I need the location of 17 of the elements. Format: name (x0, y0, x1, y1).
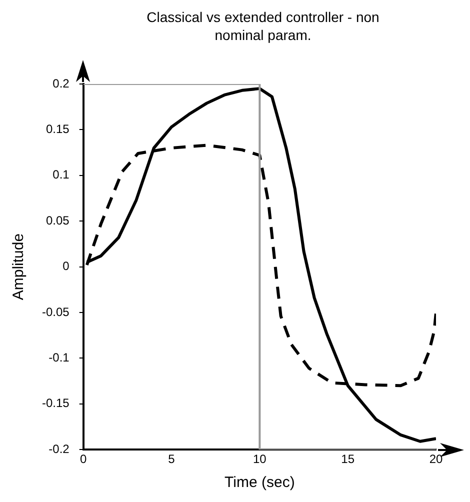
y-tick-label: 0.2 (52, 76, 70, 90)
y-tick-label: 0 (62, 259, 70, 274)
x-tick-label: 15 (341, 452, 355, 466)
x-tick-label: 20 (429, 452, 443, 466)
x-tick-label: 10 (252, 452, 267, 466)
x-tick-label: 0 (80, 452, 88, 466)
y-tick-label: 0.15 (46, 122, 70, 136)
y-tick-label: -0.15 (42, 396, 70, 410)
y-tick-label: -0.2 (48, 442, 70, 456)
y-tick-label: 0.1 (52, 168, 70, 182)
x-axis-title: Time (sec) (224, 474, 295, 492)
y-tick-label: -0.05 (42, 304, 70, 319)
x-tick-label: 5 (168, 452, 176, 466)
y-tick-label: -0.1 (48, 350, 70, 365)
y-axis-title: Amplitude (10, 233, 28, 300)
chart-title: Classical vs extended controller - non nominal param. (146, 8, 380, 44)
y-tick-label: 0.05 (46, 213, 70, 228)
